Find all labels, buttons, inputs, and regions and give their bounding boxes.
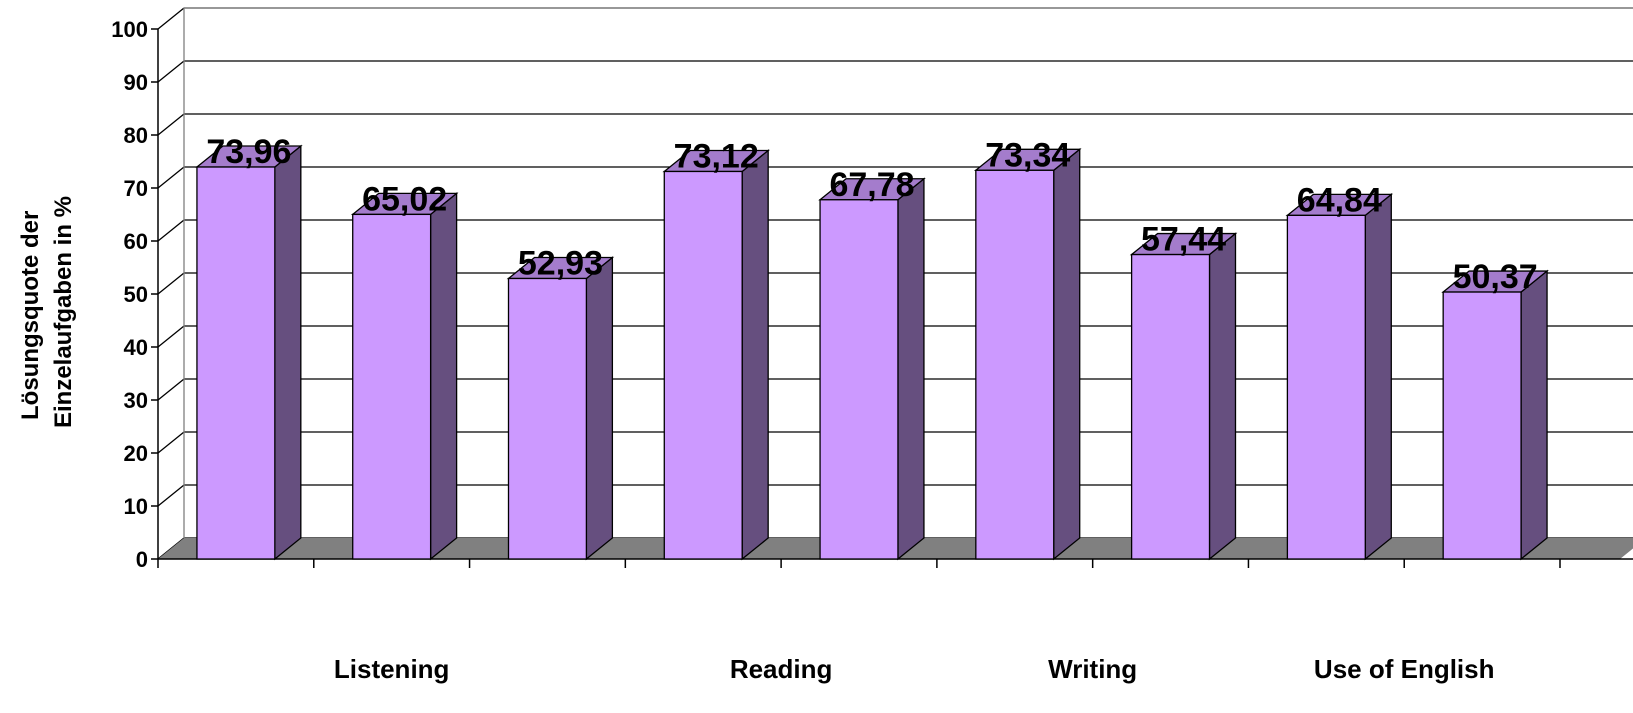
category-labels: Listening Reading Writing Use of English (334, 654, 1495, 684)
y-tick-label: 10 (124, 494, 148, 519)
bar-side-face (1053, 147, 1081, 561)
bar-front-face (1442, 291, 1522, 560)
bar (1129, 232, 1238, 561)
side-gridline (157, 113, 185, 136)
bar-value-label: 73,96 (206, 133, 291, 171)
x-category-label: Use of English (1314, 654, 1495, 684)
side-gridline (157, 60, 185, 83)
bar-value-label: 57,44 (1141, 221, 1226, 259)
bar (350, 192, 459, 561)
y-tick-label: 40 (124, 335, 148, 360)
side-gridline (157, 7, 185, 30)
side-gridline (157, 484, 185, 507)
bar-value-label: 73,12 (674, 137, 759, 175)
bar (195, 144, 303, 561)
x-category-label: Listening (334, 654, 450, 684)
bar (1441, 269, 1549, 561)
bar-front-face (975, 169, 1055, 560)
y-axis-title-line-2: Einzelaufgaben in % (50, 196, 77, 428)
bar-side-face (1364, 192, 1392, 561)
bar-front-face (352, 213, 432, 560)
bar-value-label: 64,84 (1297, 181, 1382, 219)
y-tick-label: 100 (111, 17, 148, 42)
bar-front-face (507, 277, 588, 560)
y-tick-label: 30 (124, 388, 148, 413)
bar-front-face (1130, 253, 1211, 560)
bar-side-face (429, 192, 458, 561)
bar-value-label: 50,37 (1453, 258, 1538, 296)
bar-value-label: 73,34 (985, 136, 1070, 174)
bar-side-face (274, 144, 302, 561)
axes: 0 10 20 30 40 50 60 70 80 90 100 (111, 17, 1633, 572)
side-gridline (157, 166, 185, 189)
y-tick-label: 90 (124, 70, 148, 95)
bar-value-label: 52,93 (518, 244, 603, 282)
side-gridline (157, 325, 185, 348)
x-category-label: Reading (730, 654, 833, 684)
bar-front-face (196, 166, 276, 560)
bar-front-face (819, 199, 899, 560)
bar-side-face (741, 149, 769, 561)
bar-value-label: 65,02 (362, 180, 447, 218)
y-tick-label: 50 (124, 282, 148, 307)
bars (195, 144, 1549, 561)
side-gridline (157, 272, 185, 295)
y-tick-label: 80 (124, 123, 148, 148)
bar-front-face (1286, 214, 1366, 560)
data-labels: 73,96 65,02 52,93 73,12 67,78 73,34 57,44 64,84… (206, 133, 1537, 296)
bar-side-face (1208, 232, 1237, 561)
bar-value-label: 67,78 (829, 166, 914, 204)
bar-side-face (1520, 269, 1548, 561)
bar-side-face (585, 256, 614, 561)
y-tick-label: 20 (124, 441, 148, 466)
bar-side-face (897, 177, 925, 561)
y-axis-title: Lösungsquote der Einzelaufgaben in % (17, 196, 77, 428)
bar (1285, 192, 1394, 561)
y-tick-label: 70 (124, 176, 148, 201)
bar (662, 149, 771, 561)
side-gridline (157, 378, 185, 401)
y-axis-title-line-1: Lösungsquote der (17, 211, 44, 420)
side-gridline (157, 219, 185, 242)
bar (973, 147, 1082, 561)
y-tick-label: 60 (124, 229, 148, 254)
bar (818, 177, 926, 561)
y-tick-label: 0 (136, 547, 148, 572)
bar (506, 256, 615, 561)
bar-front-face (663, 170, 743, 560)
x-category-label: Writing (1048, 654, 1137, 684)
side-gridline (157, 431, 185, 454)
